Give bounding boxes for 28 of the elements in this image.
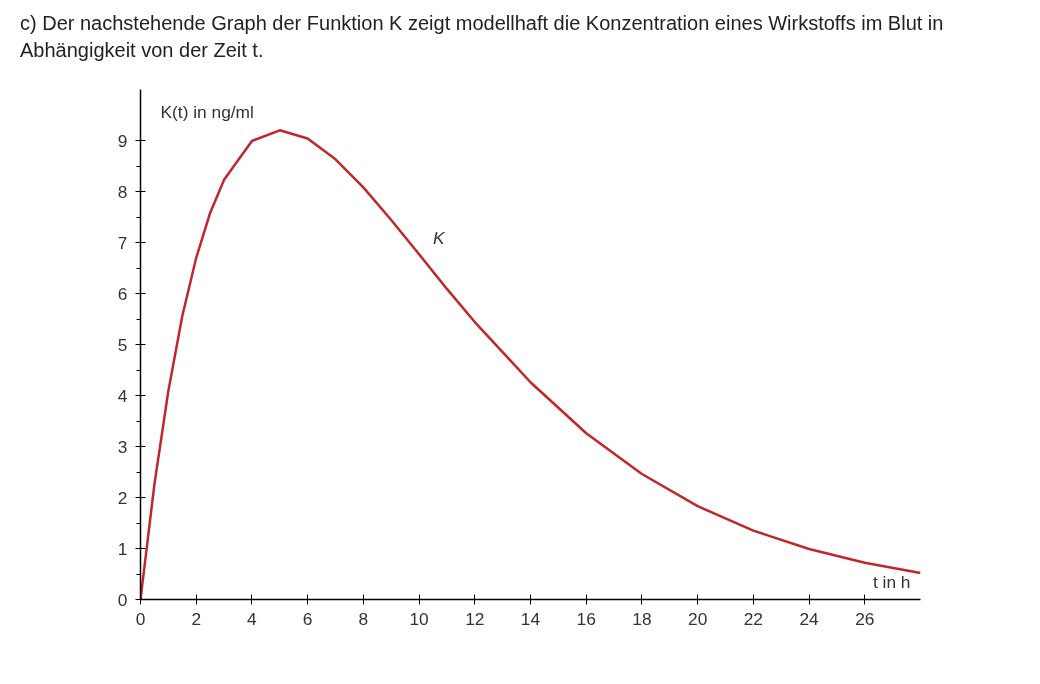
x-tick-label: 4: [247, 608, 258, 629]
y-tick-label: 1: [117, 538, 128, 559]
x-tick-label: 26: [855, 608, 875, 629]
chart-title: c) Der nachstehende Graph der Funktion K zeigt modellhaft die Konzentration eines Wirkstoffs im Blut in Abhängigkeit von der Zeit t.: [20, 11, 945, 63]
x-axis-title: t in h: [872, 571, 911, 592]
x-tick-label: 0: [135, 608, 146, 629]
annotation: K: [433, 227, 446, 248]
y-tick-label: 6: [117, 283, 128, 304]
x-tick-label: 24: [799, 608, 820, 629]
x-tick-label: 12: [465, 608, 485, 629]
y-tick-label: 3: [117, 436, 128, 457]
x-tick-label: 8: [358, 608, 369, 629]
y-tick-label: 2: [117, 487, 128, 508]
y-tick-label: 5: [117, 334, 128, 355]
x-tick-label: 2: [191, 608, 202, 629]
y-axis-title: K(t) in ng/ml: [160, 101, 254, 122]
x-tick-label: 22: [743, 608, 763, 629]
x-tick-label: 20: [688, 608, 708, 629]
y-tick-label: 0: [117, 589, 128, 610]
x-tick-label: 18: [632, 608, 652, 629]
y-tick-label: 8: [117, 181, 128, 202]
x-tick-label: 10: [409, 608, 429, 629]
x-tick-label: 6: [302, 608, 313, 629]
x-tick-label: 14: [520, 608, 541, 629]
y-tick-label: 9: [117, 130, 128, 151]
x-tick-label: 16: [576, 608, 596, 629]
y-tick-label: 7: [117, 232, 128, 253]
y-tick-label: 4: [117, 385, 128, 406]
